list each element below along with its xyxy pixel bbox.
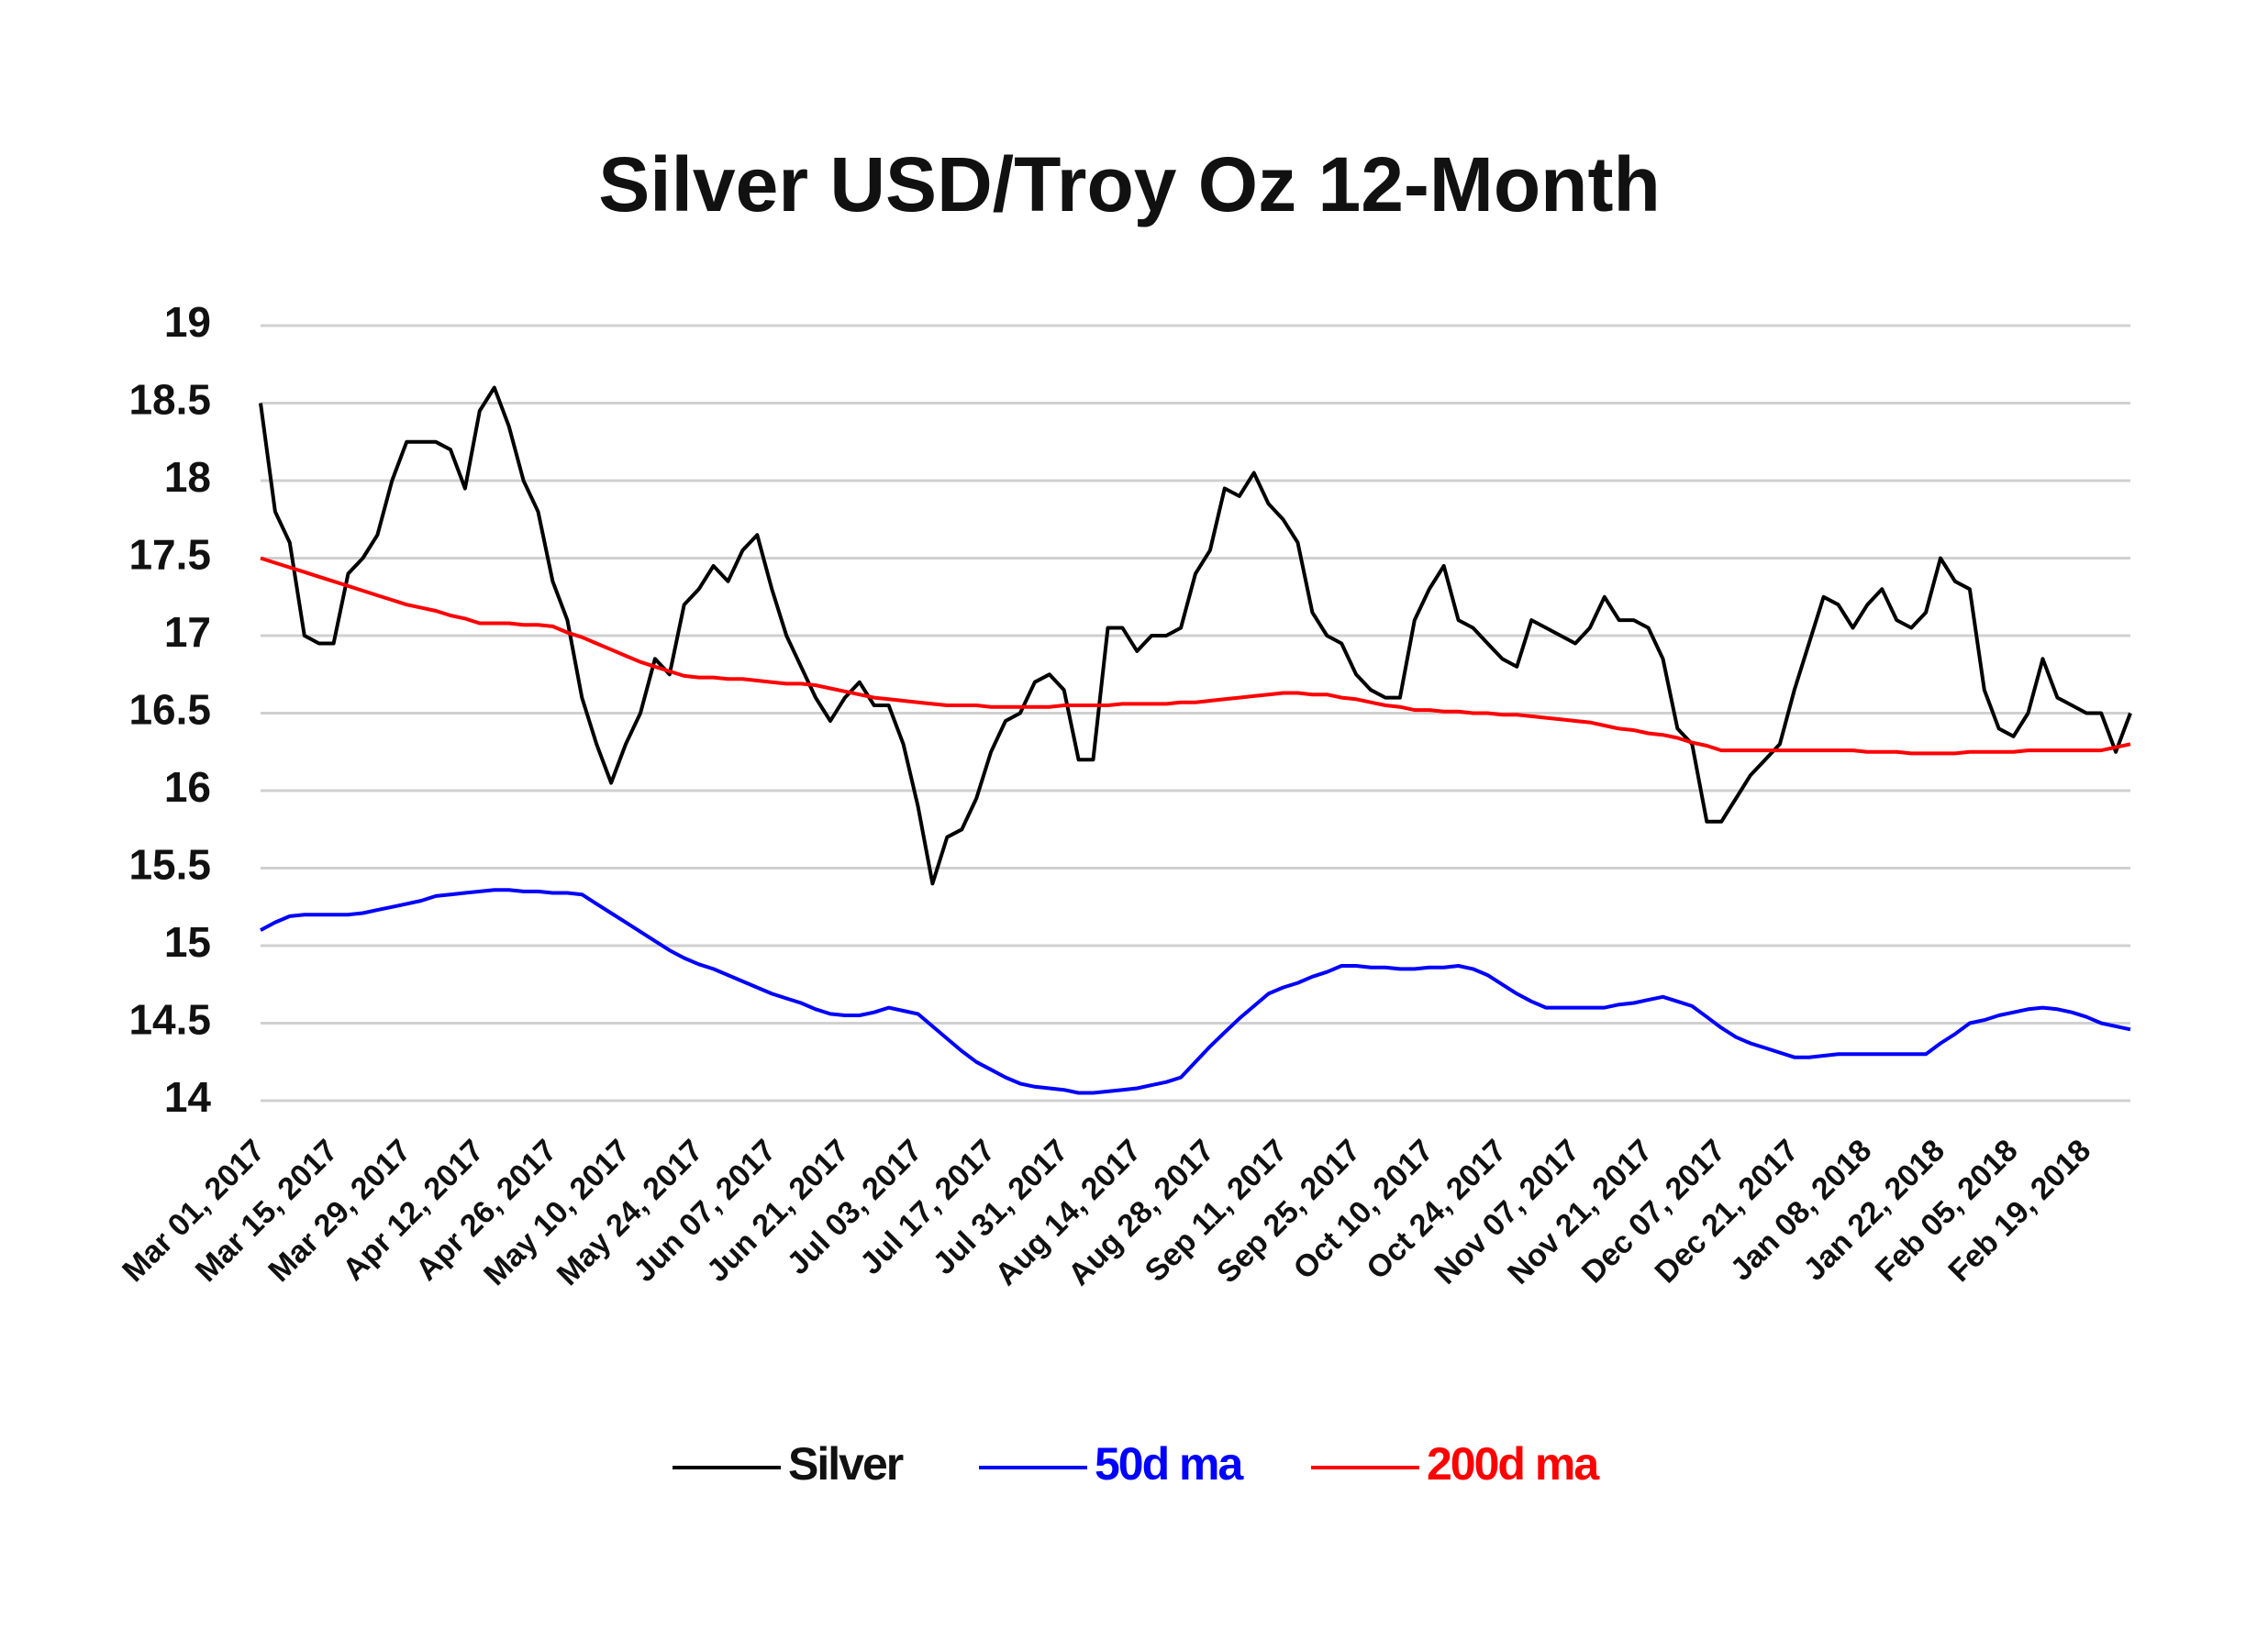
y-tick-label: 15.5: [128, 841, 211, 889]
y-tick-label: 14: [164, 1073, 212, 1121]
y-tick-label: 14.5: [128, 996, 211, 1044]
legend-label: Silver: [788, 1438, 904, 1490]
chart-title: Silver USD/Troy Oz 12-Month: [598, 141, 1661, 227]
legend-label: 50d ma: [1095, 1438, 1245, 1490]
y-tick-label: 17.5: [128, 531, 211, 579]
y-tick-label: 18: [164, 453, 211, 501]
y-tick-label: 16: [164, 763, 211, 811]
series-line: [259, 385, 2132, 886]
y-tick-label: 16.5: [128, 686, 211, 734]
y-tick-label: 15: [164, 918, 211, 966]
series-line: [260, 556, 2131, 756]
series-line: [260, 888, 2131, 1095]
y-tick-label: 17: [164, 608, 211, 656]
legend-label: 200d ma: [1427, 1438, 1600, 1490]
y-tick-label: 19: [164, 298, 211, 346]
y-tick-label: 18.5: [128, 376, 211, 424]
